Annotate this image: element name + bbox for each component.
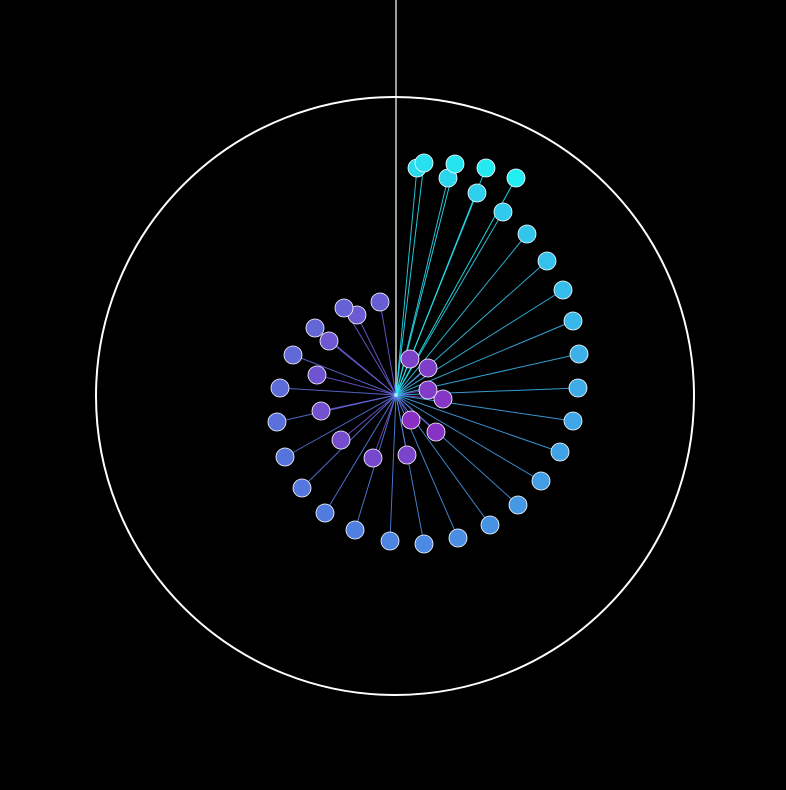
spoke-line: [324, 394, 397, 514]
spoke-line: [395, 233, 528, 396]
spiral-node: [508, 495, 528, 515]
spoke-line: [389, 394, 397, 542]
spiral-node: [334, 298, 354, 318]
spiral-node: [445, 154, 465, 174]
spiral-node: [550, 442, 570, 462]
spoke-line: [395, 394, 425, 545]
spiral-node: [563, 411, 583, 431]
spiral-node: [283, 345, 303, 365]
spiral-node: [397, 445, 417, 465]
spoke-line: [356, 314, 397, 396]
spoke-line: [379, 301, 397, 396]
spiral-node: [400, 349, 420, 369]
spiral-node: [363, 448, 383, 468]
spiral-node: [433, 389, 453, 409]
spiral-node: [563, 311, 583, 331]
spiral-node: [414, 153, 434, 173]
spiral-node: [305, 318, 325, 338]
spiral-node: [270, 378, 290, 398]
spiral-node: [517, 224, 537, 244]
spiral-node: [480, 515, 500, 535]
spoke-line: [340, 394, 397, 441]
spiral-node: [476, 158, 496, 178]
spoke-line: [395, 162, 425, 396]
spoke-line: [395, 167, 418, 396]
spiral-node: [569, 344, 589, 364]
spoke-line: [395, 394, 574, 422]
spiral-node: [418, 358, 438, 378]
spiral-node: [275, 447, 295, 467]
spiral-node: [380, 531, 400, 551]
spiral-node: [292, 478, 312, 498]
spiral-node: [418, 380, 438, 400]
spoke-lines: [276, 162, 580, 545]
spoke-line: [395, 394, 542, 482]
spiral-node: [307, 365, 327, 385]
spiral-nodes: [267, 153, 589, 554]
spiral-node: [331, 430, 351, 450]
spiral-node: [401, 410, 421, 430]
spoke-line: [292, 354, 397, 396]
spoke-line: [395, 289, 564, 396]
spiral-node: [531, 471, 551, 491]
spiral-node: [267, 412, 287, 432]
spoke-line: [284, 394, 397, 458]
spiral-node: [568, 378, 588, 398]
hub-point: [394, 393, 398, 397]
spiral-node: [311, 401, 331, 421]
spiral-node: [345, 520, 365, 540]
spiral-node: [426, 422, 446, 442]
spiral-node: [315, 503, 335, 523]
spiral-node: [506, 168, 526, 188]
spiral-node: [553, 280, 573, 300]
spoke-line: [316, 374, 397, 396]
spoke-line: [276, 394, 397, 423]
spiral-node: [319, 331, 339, 351]
spiral-node: [448, 528, 468, 548]
spiral-node: [414, 534, 434, 554]
boundary-circle: [95, 96, 695, 696]
spoke-line: [279, 387, 397, 396]
spoke-line: [395, 394, 561, 453]
spiral-node: [370, 292, 390, 312]
spiral-node: [467, 183, 487, 203]
spiral-node: [493, 202, 513, 222]
spoke-line: [372, 394, 397, 459]
spiral-node: [537, 251, 557, 271]
